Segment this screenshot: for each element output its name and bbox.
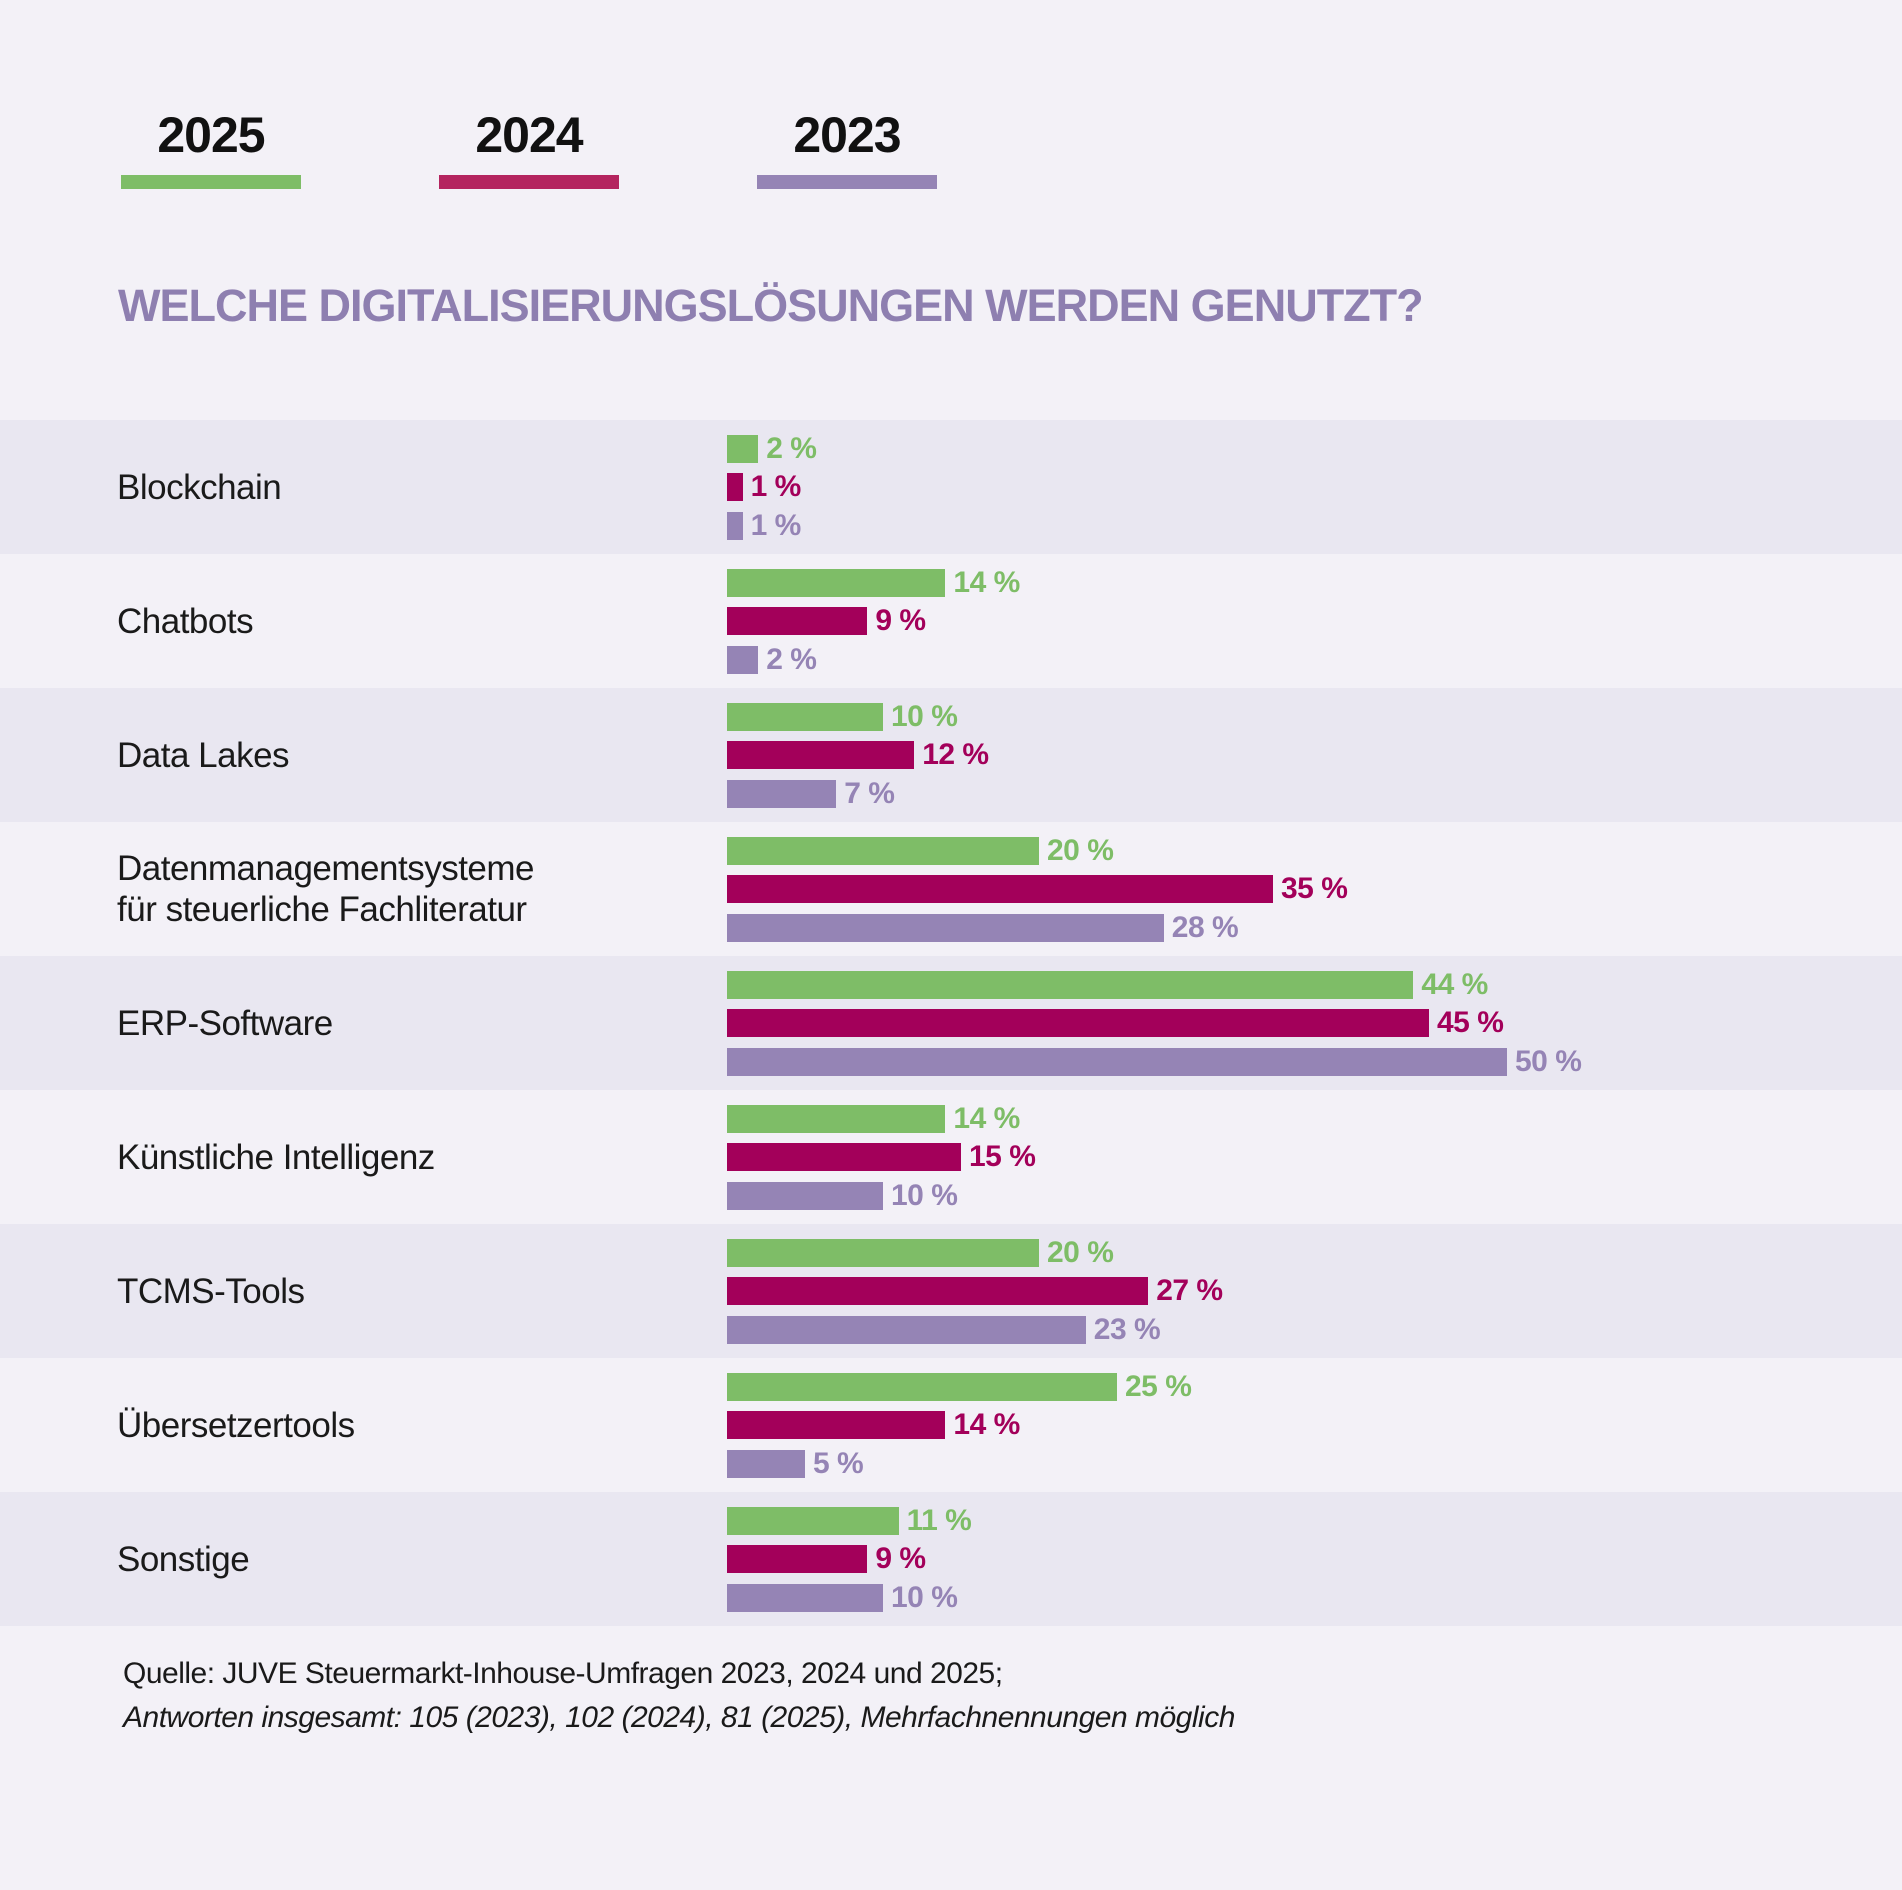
- category-label: Datenmanagementsysteme für steuerliche Fa…: [117, 822, 717, 956]
- category-label-text: Datenmanagementsysteme für steuerliche Fa…: [117, 849, 535, 929]
- category-label-text: Künstliche Intelligenz: [117, 1137, 435, 1177]
- chart-row: Sonstige 11 % 9 % 10 %: [0, 1492, 1902, 1626]
- value-label-2025: 25 %: [1125, 1370, 1192, 1403]
- value-label-2025: 11 %: [906, 1504, 972, 1537]
- value-label-2024: 9 %: [875, 604, 926, 637]
- value-label-2023: 1 %: [750, 509, 802, 542]
- bar-2023: [727, 512, 743, 540]
- bar-2024: [727, 473, 743, 501]
- value-label-2025: 10 %: [891, 700, 958, 733]
- bar-2023: [727, 1584, 883, 1612]
- bar-2025: [727, 1105, 946, 1133]
- value-label-2023: 7 %: [844, 777, 895, 810]
- value-label-2025: 44 %: [1421, 968, 1488, 1001]
- category-label-text: Sonstige: [117, 1539, 250, 1579]
- bar-2023: [727, 1450, 805, 1478]
- value-label-2024: 15 %: [969, 1140, 1036, 1173]
- bar-2024: [727, 607, 868, 635]
- value-label-2024: 27 %: [1156, 1274, 1223, 1307]
- category-label: Chatbots: [117, 554, 717, 688]
- value-label-2025: 20 %: [1047, 1236, 1114, 1269]
- bar-2023: [727, 1048, 1507, 1076]
- category-label-text: TCMS-Tools: [117, 1271, 305, 1311]
- bar-2024: [727, 741, 915, 769]
- legend: 2025 2024 2023: [0, 105, 1902, 195]
- chart-row: Künstliche Intelligenz 14 % 15 % 10 %: [0, 1090, 1902, 1224]
- category-label: ERP-Software: [117, 956, 717, 1090]
- bar-2024: [727, 875, 1273, 903]
- legend-item-2024: 2024: [439, 105, 619, 189]
- chart-row: Datenmanagementsysteme für steuerliche Fa…: [0, 822, 1902, 956]
- legend-swatch-2023: [757, 175, 937, 189]
- chart-row: Blockchain 2 % 1 % 1 %: [0, 420, 1902, 554]
- bar-2024: [727, 1545, 868, 1573]
- bar-2025: [727, 971, 1414, 999]
- category-label-text: Data Lakes: [117, 735, 290, 775]
- source-note: Quelle: JUVE Steuermarkt-Inhouse-Umfrage…: [123, 1652, 1235, 1740]
- bar-2023: [727, 1316, 1086, 1344]
- category-label: Übersetzertools: [117, 1358, 717, 1492]
- bar-2025: [727, 837, 1039, 865]
- bar-2025: [727, 1507, 899, 1535]
- category-label: Blockchain: [117, 420, 717, 554]
- value-label-2024: 35 %: [1281, 872, 1348, 905]
- category-label: Sonstige: [117, 1492, 717, 1626]
- bar-2024: [727, 1143, 961, 1171]
- bar-2024: [727, 1009, 1429, 1037]
- value-label-2023: 28 %: [1171, 911, 1239, 944]
- value-label-2024: 9 %: [875, 1542, 926, 1575]
- category-label: TCMS-Tools: [117, 1224, 717, 1358]
- legend-label-2025: 2025: [157, 107, 265, 163]
- value-label-2025: 14 %: [953, 1102, 1020, 1135]
- bar-2025: [727, 435, 759, 463]
- value-label-2023: 10 %: [891, 1179, 958, 1212]
- chart-row: ERP-Software 44 % 45 % 50 %: [0, 956, 1902, 1090]
- category-label-text: Blockchain: [117, 467, 282, 507]
- bar-2025: [727, 569, 946, 597]
- category-label-text: ERP-Software: [117, 1003, 333, 1043]
- bar-2025: [727, 1373, 1117, 1401]
- legend-label-2023: 2023: [793, 107, 901, 163]
- value-label-2023: 23 %: [1093, 1313, 1161, 1346]
- value-label-2023: 2 %: [766, 643, 817, 676]
- chart-row: Chatbots 14 % 9 % 2 %: [0, 554, 1902, 688]
- category-label: Künstliche Intelligenz: [117, 1090, 717, 1224]
- bar-2023: [727, 646, 759, 674]
- legend-swatch-2024: [439, 175, 619, 189]
- value-label-2025: 14 %: [953, 566, 1020, 599]
- bar-2023: [727, 780, 837, 808]
- source-line: Quelle: JUVE Steuermarkt-Inhouse-Umfrage…: [123, 1657, 1003, 1690]
- chart-row: TCMS-Tools 20 % 27 % 23 %: [0, 1224, 1902, 1358]
- bar-chart: Blockchain 2 % 1 % 1 % Chatbots 14 % 9 % 2 % Dat…: [0, 420, 1902, 1626]
- bar-2023: [727, 1182, 883, 1210]
- bar-2023: [727, 914, 1164, 942]
- bar-2025: [727, 703, 883, 731]
- chart-row: Übersetzertools 25 % 14 % 5 %: [0, 1358, 1902, 1492]
- legend-item-2025: 2025: [121, 105, 301, 189]
- value-label-2024: 14 %: [953, 1408, 1020, 1441]
- bar-2024: [727, 1411, 946, 1439]
- chart-title: WELCHE DIGITALISIERUNGSLÖSUNGEN WERDEN G…: [118, 280, 1424, 331]
- responses-note: Antworten insgesamt: 105 (2023), 102 (20…: [123, 1701, 1235, 1734]
- bar-2025: [727, 1239, 1039, 1267]
- legend-swatch-2025: [121, 175, 301, 189]
- value-label-2025: 20 %: [1047, 834, 1114, 867]
- bar-2024: [727, 1277, 1149, 1305]
- value-label-2024: 1 %: [750, 470, 802, 503]
- category-label-text: Chatbots: [117, 601, 254, 641]
- chart-row: Data Lakes 10 % 12 % 7 %: [0, 688, 1902, 822]
- category-label-text: Übersetzertools: [117, 1405, 355, 1445]
- value-label-2023: 5 %: [813, 1447, 864, 1480]
- value-label-2023: 50 %: [1515, 1045, 1582, 1078]
- value-label-2023: 10 %: [891, 1581, 958, 1614]
- value-label-2024: 45 %: [1437, 1006, 1504, 1039]
- legend-label-2024: 2024: [475, 107, 583, 163]
- category-label: Data Lakes: [117, 688, 717, 822]
- legend-item-2023: 2023: [757, 105, 937, 189]
- value-label-2024: 12 %: [922, 738, 989, 771]
- value-label-2025: 2 %: [766, 432, 817, 465]
